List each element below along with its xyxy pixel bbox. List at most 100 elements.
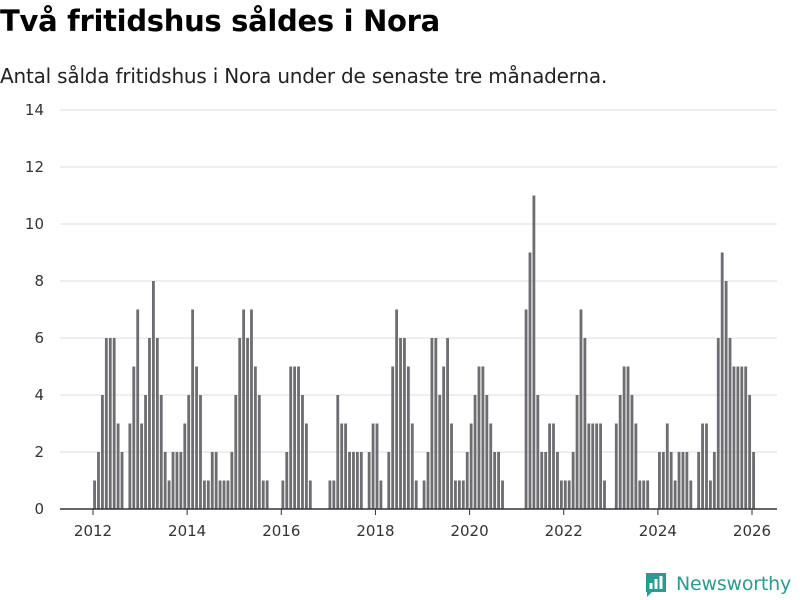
bar xyxy=(532,195,536,509)
bar-chart: 0 2 4 6 8 10 12 14 2012 2014 2016 2018 2020 2022 2024… xyxy=(25,95,777,540)
bar xyxy=(489,423,493,509)
bar xyxy=(559,480,563,509)
bar xyxy=(485,395,489,509)
bar xyxy=(293,366,297,509)
bar xyxy=(575,395,579,509)
bar xyxy=(414,480,418,509)
bar xyxy=(736,366,740,509)
bar xyxy=(163,452,167,509)
bar xyxy=(544,452,548,509)
bar xyxy=(202,480,206,509)
bar xyxy=(155,338,159,509)
bar xyxy=(536,395,540,509)
bar xyxy=(591,423,595,509)
x-tick-label: 2026 xyxy=(733,522,771,540)
bar xyxy=(308,480,312,509)
brand-name: Newsworthy xyxy=(676,573,792,595)
chart-title: Två fritidshus såldes i Nora xyxy=(0,4,440,38)
bar xyxy=(732,366,736,509)
y-tick-label: 6 xyxy=(34,329,44,347)
bar xyxy=(461,480,465,509)
bar xyxy=(681,452,685,509)
bar xyxy=(705,423,708,509)
bar xyxy=(438,395,442,509)
bar xyxy=(108,338,112,509)
bar xyxy=(665,423,669,509)
bar xyxy=(159,395,163,509)
bar xyxy=(175,452,179,509)
bar xyxy=(579,309,583,509)
bar xyxy=(658,452,661,509)
bar xyxy=(281,480,285,509)
bar xyxy=(238,338,242,509)
bar xyxy=(426,452,430,509)
bar xyxy=(434,338,438,509)
bar xyxy=(712,452,716,509)
bar xyxy=(709,480,712,509)
bar xyxy=(289,366,293,509)
bar xyxy=(497,452,501,509)
bar xyxy=(587,423,591,509)
bar xyxy=(528,252,532,509)
bar xyxy=(403,338,406,509)
bar xyxy=(422,480,426,509)
bar xyxy=(355,452,359,509)
bar xyxy=(144,395,147,509)
bar xyxy=(430,338,434,509)
bar xyxy=(250,309,253,509)
bar xyxy=(336,395,340,509)
bar xyxy=(101,395,104,509)
bar xyxy=(556,452,559,509)
bar xyxy=(740,366,744,509)
bar xyxy=(697,452,701,509)
bar xyxy=(630,395,634,509)
bar xyxy=(406,366,410,509)
bar xyxy=(563,480,567,509)
bar xyxy=(199,395,202,509)
y-tick-label: 10 xyxy=(25,215,44,233)
bar xyxy=(673,480,677,509)
bar xyxy=(599,423,602,509)
bar xyxy=(97,452,100,509)
bar xyxy=(348,452,351,509)
bar xyxy=(128,423,132,509)
bar xyxy=(399,338,402,509)
bar xyxy=(720,252,724,509)
bar xyxy=(677,452,681,509)
bar xyxy=(701,423,704,509)
x-tick-label: 2022 xyxy=(545,522,583,540)
bar xyxy=(367,452,371,509)
bar xyxy=(552,423,555,509)
bar xyxy=(724,281,728,509)
bar xyxy=(214,452,218,509)
bar xyxy=(469,423,473,509)
bar xyxy=(391,366,395,509)
bar xyxy=(104,338,108,509)
bar xyxy=(136,309,140,509)
bar xyxy=(442,366,446,509)
bar xyxy=(685,452,689,509)
bar xyxy=(140,423,144,509)
bar xyxy=(716,338,720,509)
bar xyxy=(634,423,638,509)
x-tick-label: 2020 xyxy=(450,522,488,540)
bar xyxy=(120,452,124,509)
bar xyxy=(171,452,175,509)
bar xyxy=(218,480,222,509)
x-tick-label: 2012 xyxy=(74,522,112,540)
bar xyxy=(595,423,599,509)
bar xyxy=(253,366,257,509)
x-tick-label: 2014 xyxy=(168,522,206,540)
x-tick-label: 2016 xyxy=(262,522,300,540)
y-axis-ticks: 0 2 4 6 8 10 12 14 xyxy=(25,101,44,518)
chart-subtitle: Antal sålda fritidshus i Nora under de s… xyxy=(0,64,608,88)
bar xyxy=(626,366,630,509)
bar xyxy=(230,452,234,509)
newsworthy-logo-icon xyxy=(646,573,666,597)
bar xyxy=(340,423,344,509)
bar xyxy=(179,452,183,509)
y-tick-label: 14 xyxy=(25,101,44,119)
bar xyxy=(328,480,332,509)
bar xyxy=(661,452,665,509)
bar xyxy=(642,480,646,509)
